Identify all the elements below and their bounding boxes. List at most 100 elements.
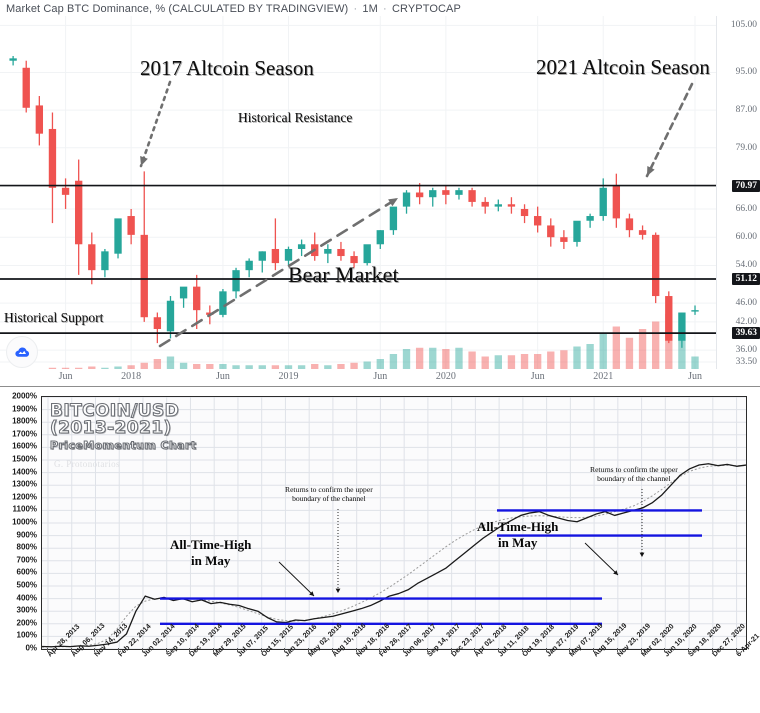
momentum-y-tick: 2000% xyxy=(12,391,37,401)
momentum-tick-mark xyxy=(664,648,666,652)
price-tick: 79.00 xyxy=(735,142,757,153)
price-tick: 87.00 xyxy=(735,105,757,116)
time-axis[interactable]: Jun 2018 Jun 2019 Jun 2020 Jun 2021 Jun xyxy=(0,369,716,386)
date-tick: 2020 xyxy=(435,371,456,382)
price-level-badge[interactable]: 70.97 xyxy=(731,179,760,192)
momentum-y-tick: 1100% xyxy=(12,504,37,514)
ret2-line2: boundary of the channel xyxy=(597,474,671,483)
bear-market-label: Bear Market xyxy=(288,262,399,287)
date-tick: 2018 xyxy=(121,371,142,382)
date-tick: 2019 xyxy=(278,371,299,382)
price-tick: 42.00 xyxy=(735,316,757,327)
price-tick: 36.00 xyxy=(735,345,757,356)
price-level-badge[interactable]: 51.12 xyxy=(731,273,760,285)
momentum-tick-mark xyxy=(426,648,428,652)
momentum-y-tick: 200% xyxy=(16,618,37,628)
date-tick: Jun xyxy=(530,371,545,382)
momentum-y-tick: 1200% xyxy=(12,492,37,502)
ath1-line2: in May xyxy=(191,553,231,568)
momentum-y-tick: 1900% xyxy=(12,404,37,414)
momentum-tick-mark xyxy=(331,648,333,652)
momentum-y-axis: 2000% 1900% 1800% 1700% 1600% 1500% 1400% 1300%… xyxy=(0,388,40,653)
ath2-line2: in May xyxy=(498,535,538,550)
historical-support-label: Historical Support xyxy=(4,310,104,325)
candlestick-svg xyxy=(0,16,716,369)
price-axis[interactable]: 105.00 95.00 87.00 79.00 66.00 60.00 54.00 46.0… xyxy=(716,16,760,369)
price-tick: 105.00 xyxy=(730,20,757,31)
momentum-tick-mark xyxy=(47,648,48,652)
momentum-tick-mark xyxy=(735,648,737,652)
momentum-tick-mark xyxy=(94,648,96,652)
momentum-y-tick: 1600% xyxy=(12,441,37,451)
price-tick: 66.00 xyxy=(735,203,757,214)
altseason-2017-label: 2017 Altcoin Season xyxy=(140,56,314,80)
historical-resistance-label: Historical Resistance xyxy=(238,110,353,125)
header-separator-1: · xyxy=(353,3,358,15)
momentum-tick-mark xyxy=(308,648,310,652)
ret1-line1: Returns to confirm the upper xyxy=(285,485,373,494)
price-level-badge[interactable]: 39.63 xyxy=(731,327,760,340)
momentum-x-axis: Apr 28, 2013 Aug 06, 2013 Nov 14, 2013 Feb … xyxy=(41,621,760,713)
exchange-label: CRYPTOCAP xyxy=(391,3,461,15)
candlestick-plot-area[interactable] xyxy=(0,16,716,369)
momentum-y-tick: 100% xyxy=(16,630,37,640)
momentum-y-tick: 800% xyxy=(16,542,37,552)
price-tick: 95.00 xyxy=(735,67,757,78)
momentum-y-tick: 500% xyxy=(16,580,37,590)
price-tick: 60.00 xyxy=(735,232,757,243)
momentum-tick-mark xyxy=(521,648,523,652)
author-watermark: G. Protonotarios xyxy=(54,459,120,469)
header-separator-2: · xyxy=(383,3,387,15)
symbol-title: Market Cap BTC Dominance, % xyxy=(6,3,166,15)
momentum-tick-mark xyxy=(403,648,405,652)
altseason-2021-label: 2021 Altcoin Season xyxy=(536,55,710,79)
momentum-tick-mark xyxy=(118,648,120,652)
momentum-tick-mark xyxy=(284,648,286,652)
momentum-y-tick: 300% xyxy=(16,605,37,615)
momentum-tick-mark xyxy=(141,648,143,652)
momentum-tick-mark xyxy=(165,648,167,652)
momentum-tick-mark xyxy=(260,648,262,652)
price-tick: 33.50 xyxy=(735,356,757,367)
momentum-line-svg xyxy=(42,397,746,649)
momentum-tick-mark xyxy=(236,648,238,652)
momentum-tick-mark xyxy=(593,648,595,652)
momentum-y-tick: 600% xyxy=(16,567,37,577)
momentum-tick-mark xyxy=(355,648,357,652)
pricemomentum-chart[interactable]: 2000% 1900% 1800% 1700% 1600% 1500% 1400% 1300%… xyxy=(0,388,760,713)
interval-label: 1M xyxy=(362,3,378,15)
momentum-y-tick: 1400% xyxy=(12,467,37,477)
momentum-y-tick: 900% xyxy=(16,530,37,540)
momentum-tick-mark xyxy=(498,648,500,652)
all-time-high-annotation-2: All-Time-High in May xyxy=(477,519,558,551)
momentum-tick-mark xyxy=(213,648,215,652)
price-tick: 46.00 xyxy=(735,298,757,309)
momentum-tick-mark xyxy=(379,648,381,652)
momentum-y-tick: 1700% xyxy=(12,429,37,439)
date-tick: Jun xyxy=(373,371,388,382)
tradingview-cloud-logo-icon xyxy=(6,336,38,368)
momentum-plot-area[interactable]: BITCOIN/USD (2013-2021) PriceMomentum Ch… xyxy=(41,396,747,650)
ret2-line1: Returns to confirm the upper xyxy=(590,465,678,474)
date-tick: Jun xyxy=(688,371,702,382)
all-time-high-annotation-1: All-Time-High in May xyxy=(170,537,251,569)
momentum-tick-mark xyxy=(545,648,547,652)
momentum-x-ticks xyxy=(41,648,745,653)
momentum-y-tick: 1800% xyxy=(12,416,37,426)
ath2-line1: All-Time-High xyxy=(477,519,559,534)
btc-dominance-chart[interactable]: Market Cap BTC Dominance, % (CALCULATED … xyxy=(0,0,760,386)
momentum-y-tick: 1000% xyxy=(12,517,37,527)
ret1-line2: boundary of the channel xyxy=(292,494,366,503)
momentum-tick-mark xyxy=(70,648,72,652)
momentum-tick-mark xyxy=(474,648,476,652)
date-tick: Jun xyxy=(215,371,230,382)
price-tick: 54.00 xyxy=(735,260,757,271)
momentum-tick-mark xyxy=(688,648,690,652)
momentum-tick-mark xyxy=(189,648,191,652)
date-tick: Jun xyxy=(58,371,73,382)
momentum-y-tick: 0% xyxy=(25,643,37,653)
axis-divider xyxy=(716,16,717,369)
momentum-y-tick: 1500% xyxy=(12,454,37,464)
returns-annotation-2: Returns to confirm the upper boundary of… xyxy=(590,465,678,483)
momentum-tick-mark xyxy=(569,648,571,652)
